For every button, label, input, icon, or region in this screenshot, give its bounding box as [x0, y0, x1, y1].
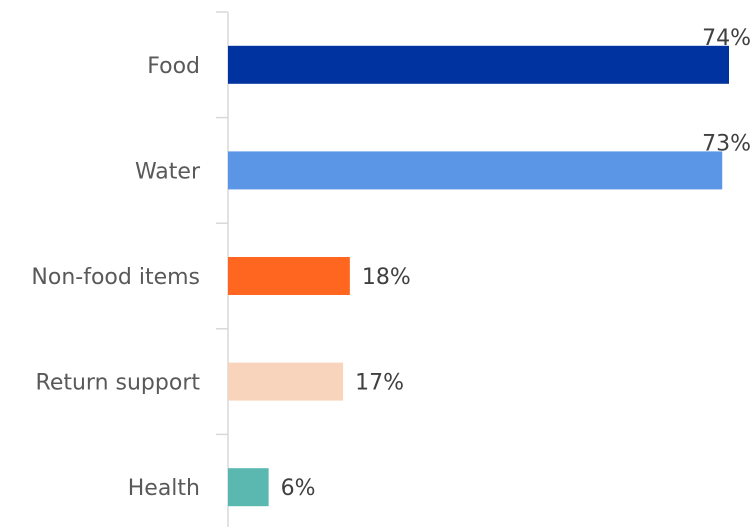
category-label: Water: [135, 159, 201, 184]
value-label: 73%: [702, 131, 751, 156]
bar-health: [228, 468, 269, 507]
value-label: 18%: [362, 265, 411, 290]
category-label: Non-food items: [31, 265, 200, 290]
bar-return-support: [228, 362, 344, 401]
bar-non-food-items: [228, 257, 350, 295]
axis-ticks: [216, 11, 228, 436]
category-label: Return support: [36, 371, 201, 396]
value-label: 17%: [355, 371, 404, 396]
bar-food: [228, 45, 729, 84]
category-label: Health: [128, 476, 200, 501]
labels: Food 74% Water 73% Non-food items 18% Return s…: [31, 26, 751, 501]
category-label: Food: [147, 54, 200, 79]
value-label: 74%: [702, 26, 751, 51]
value-label: 6%: [281, 476, 316, 501]
bars: [228, 45, 729, 507]
bar-water: [228, 151, 723, 190]
